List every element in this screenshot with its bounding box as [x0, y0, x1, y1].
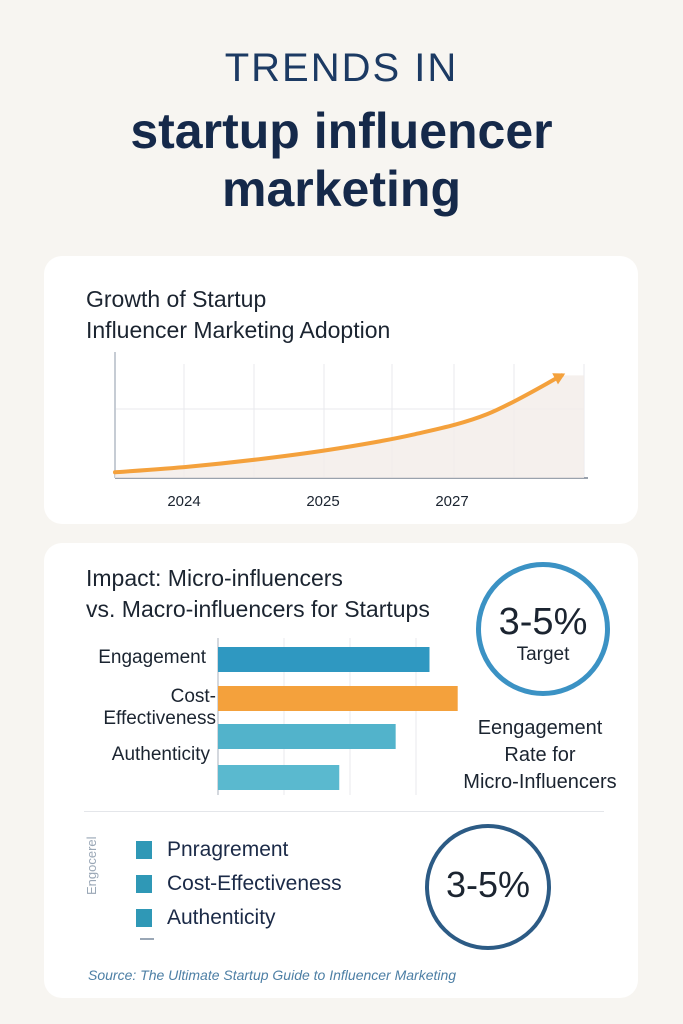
section-divider	[84, 811, 604, 812]
page-title: startup influencer marketing	[0, 102, 683, 218]
title-line-2: marketing	[222, 161, 461, 217]
impact-chart-title-line-2: vs. Macro-influencers for Startups	[86, 596, 430, 622]
bar-1	[218, 647, 430, 672]
rate-badge: 3-5%	[425, 824, 551, 950]
chart-legend: Pnragrement Cost-Effectiveness Authentic…	[136, 833, 342, 935]
growth-chart-title: Growth of Startup Influencer Marketing A…	[86, 284, 466, 346]
legend-swatch	[136, 875, 152, 893]
engagement-rate-note: Eengagement Rate for Micro-Influencers	[440, 715, 640, 796]
legend-side-label: Engocerel	[84, 836, 99, 895]
growth-arrow-head	[552, 373, 566, 385]
target-rate-label: Target	[516, 644, 570, 665]
legend-label: Cost-Effectiveness	[167, 872, 342, 895]
title-kicker: TRENDS IN	[224, 46, 459, 90]
title-line-1: startup influencer	[130, 103, 553, 159]
bar-label-cost-line-2: Effectiveness	[103, 708, 216, 729]
engagement-note-line-3: Micro-Influencers	[463, 771, 617, 793]
growth-chart-title-line-1: Growth of Startup	[86, 286, 267, 312]
bar-label-engagement: Engagement	[98, 647, 206, 668]
legend-side-tick	[140, 938, 154, 940]
impact-chart-card: Impact: Micro-influencers vs. Macro-infl…	[44, 543, 638, 998]
impact-bar-chart	[217, 638, 458, 795]
legend-swatch	[136, 841, 152, 859]
growth-line-chart: 2024 2025 2027	[113, 352, 588, 510]
bar-label-cost-effectiveness: Cost- Effectiveness	[74, 686, 216, 730]
area-fill	[115, 375, 584, 478]
legend-label: Authenticity	[167, 906, 276, 929]
bar-label-cost-line-1: Cost-	[170, 686, 216, 707]
x-tick-label: 2024	[167, 493, 200, 510]
target-rate-callout: 3-5% Target	[476, 562, 610, 696]
bar-4	[218, 765, 340, 790]
bar-2	[218, 686, 458, 711]
legend-item: Authenticity	[136, 901, 342, 935]
legend-label: Pnragrement	[167, 838, 289, 861]
engagement-note-line-1: Eengagement	[477, 717, 603, 739]
bar-3	[218, 724, 396, 749]
bar-label-authenticity: Authenticity	[111, 744, 210, 765]
x-tick-label: 2025	[306, 493, 339, 510]
legend-item: Pnragrement	[136, 833, 342, 867]
impact-chart-title: Impact: Micro-influencers vs. Macro-infl…	[86, 563, 486, 625]
target-rate-value: 3-5%	[498, 601, 588, 643]
x-tick-label: 2027	[435, 493, 468, 510]
rate-badge-value: 3-5%	[445, 864, 531, 905]
growth-chart-title-line-2: Influencer Marketing Adoption	[86, 317, 391, 343]
legend-item: Cost-Effectiveness	[136, 867, 342, 901]
impact-chart-title-line-1: Impact: Micro-influencers	[86, 565, 343, 591]
growth-series-line	[113, 373, 564, 475]
legend-swatch	[136, 909, 152, 927]
engagement-note-line-2: Rate for	[504, 744, 576, 766]
growth-chart-card: Growth of Startup Influencer Marketing A…	[44, 256, 638, 524]
source-note: Source: The Ultimate Startup Guide to In…	[88, 967, 457, 983]
